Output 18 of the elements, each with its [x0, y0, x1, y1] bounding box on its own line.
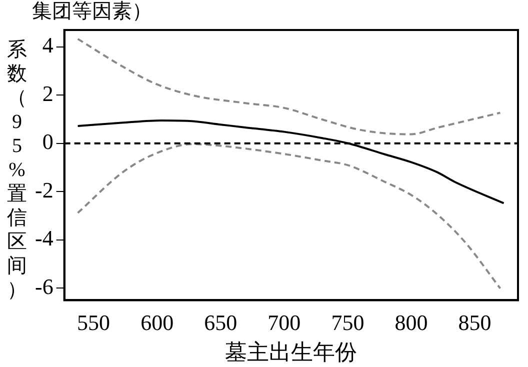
- y-tick-label: 2: [42, 80, 54, 106]
- chart-title: 集团等因素）: [32, 0, 152, 22]
- y-tick-label: 4: [42, 32, 54, 58]
- x-tick-label: 700: [268, 310, 301, 336]
- y-tick-label: -2: [35, 177, 54, 202]
- y-tick-label: -4: [35, 226, 54, 251]
- line-series: [76, 38, 502, 136]
- y-tick-label: -6: [35, 274, 54, 299]
- x-tick-label: 600: [140, 310, 174, 336]
- x-tick-label: 650: [204, 310, 238, 336]
- line-series: [76, 143, 502, 290]
- x-tick-label: 750: [331, 310, 364, 336]
- text: 系数（95%置信区间）: [7, 39, 27, 301]
- x-axis-title: 墓主出生年份: [225, 340, 358, 365]
- y-tick-label: 0: [42, 129, 54, 154]
- x-tick-label: 800: [394, 310, 428, 336]
- x-tick-label: 550: [77, 310, 110, 336]
- x-tick-label: 850: [458, 310, 492, 336]
